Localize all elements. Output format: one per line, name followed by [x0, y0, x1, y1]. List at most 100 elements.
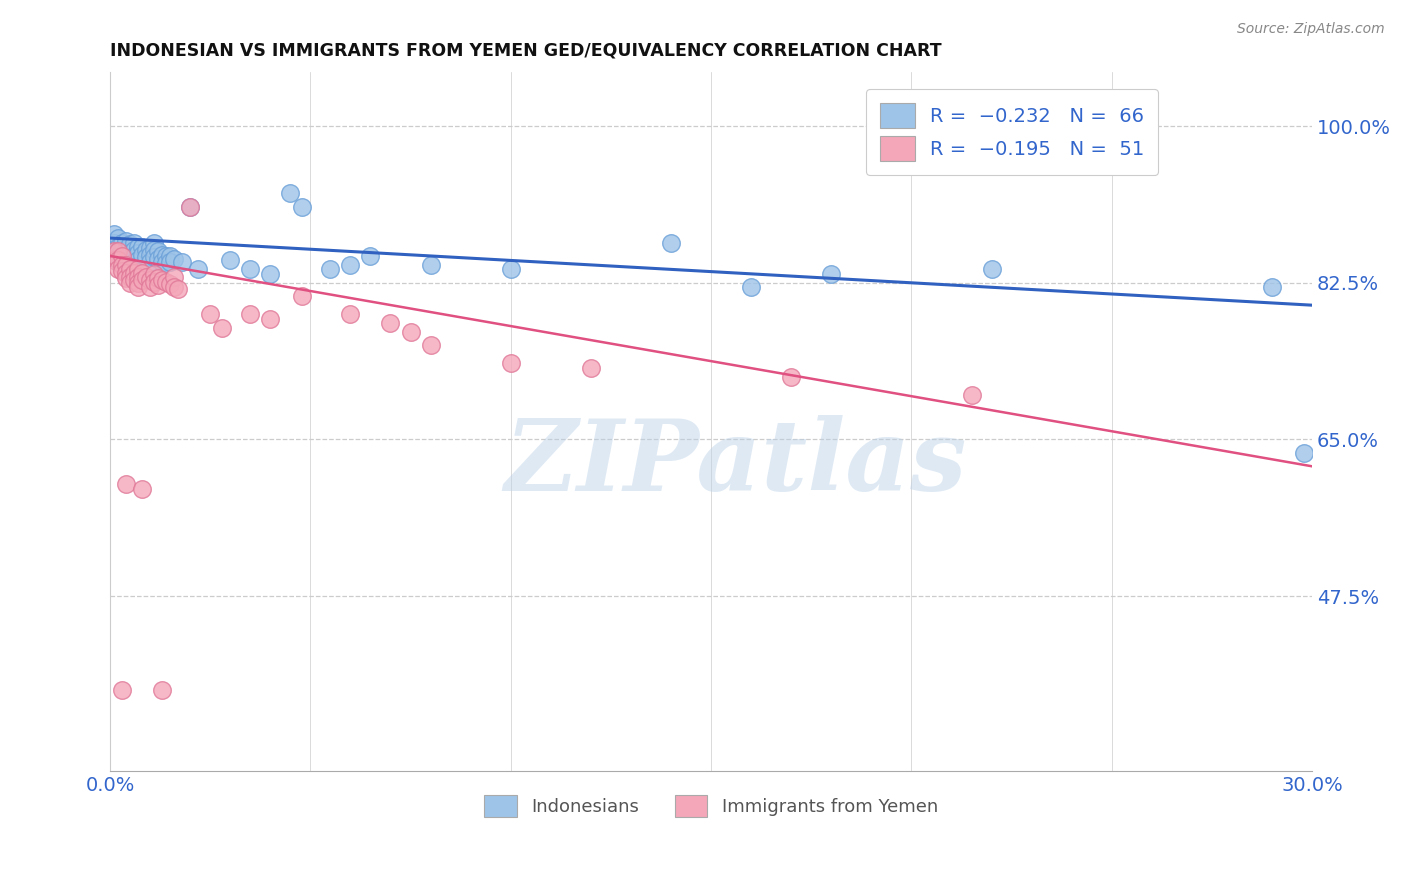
- Point: [1294, 446, 1316, 460]
- Point: [139, 273, 162, 287]
- Point: [107, 249, 129, 263]
- Point: [111, 249, 134, 263]
- Point: [419, 338, 441, 352]
- Point: [150, 683, 173, 698]
- Point: [499, 262, 522, 277]
- Point: [960, 387, 983, 401]
- Point: [118, 276, 141, 290]
- Point: [135, 243, 157, 257]
- Point: [118, 237, 141, 252]
- Point: [115, 271, 138, 285]
- Point: [319, 262, 342, 277]
- Point: [239, 307, 262, 321]
- Point: [579, 360, 602, 375]
- Point: [219, 253, 242, 268]
- Point: [380, 316, 402, 330]
- Point: [111, 264, 134, 278]
- Point: [103, 235, 125, 250]
- Point: [127, 253, 149, 268]
- Point: [291, 289, 314, 303]
- Point: [143, 267, 166, 281]
- Point: [143, 235, 166, 250]
- Point: [103, 227, 125, 241]
- Point: [419, 258, 441, 272]
- Point: [118, 246, 141, 260]
- Point: [155, 275, 177, 289]
- Point: [127, 269, 149, 284]
- Point: [198, 307, 221, 321]
- Point: [122, 249, 145, 263]
- Point: [659, 235, 682, 250]
- Point: [163, 269, 186, 284]
- Point: [499, 356, 522, 370]
- Point: [115, 249, 138, 263]
- Point: [135, 250, 157, 264]
- Point: [115, 234, 138, 248]
- Point: [339, 258, 361, 272]
- Point: [399, 325, 422, 339]
- Point: [127, 262, 149, 277]
- Point: [143, 243, 166, 257]
- Point: [118, 257, 141, 271]
- Point: [135, 269, 157, 284]
- Point: [127, 246, 149, 260]
- Point: [155, 249, 177, 263]
- Point: [163, 252, 186, 266]
- Point: [103, 244, 125, 259]
- Text: Source: ZipAtlas.com: Source: ZipAtlas.com: [1237, 22, 1385, 37]
- Point: [146, 278, 169, 293]
- Point: [159, 249, 181, 263]
- Point: [150, 248, 173, 262]
- Point: [118, 262, 141, 277]
- Point: [115, 243, 138, 257]
- Point: [278, 186, 301, 201]
- Point: [820, 267, 842, 281]
- Point: [115, 255, 138, 269]
- Point: [122, 243, 145, 257]
- Point: [259, 311, 281, 326]
- Point: [150, 273, 173, 287]
- Point: [111, 248, 134, 262]
- Point: [103, 253, 125, 268]
- Point: [115, 258, 138, 272]
- Point: [239, 262, 262, 277]
- Point: [122, 255, 145, 269]
- Point: [111, 683, 134, 698]
- Point: [111, 235, 134, 250]
- Point: [107, 262, 129, 277]
- Point: [155, 256, 177, 270]
- Point: [107, 244, 129, 259]
- Point: [187, 262, 209, 277]
- Point: [291, 200, 314, 214]
- Point: [131, 240, 153, 254]
- Point: [131, 273, 153, 287]
- Point: [259, 267, 281, 281]
- Point: [131, 266, 153, 280]
- Point: [107, 253, 129, 268]
- Point: [118, 269, 141, 284]
- Point: [111, 243, 134, 257]
- Point: [115, 266, 138, 280]
- Point: [780, 369, 803, 384]
- Point: [740, 280, 762, 294]
- Legend: Indonesians, Immigrants from Yemen: Indonesians, Immigrants from Yemen: [477, 788, 945, 824]
- Point: [111, 258, 134, 272]
- Point: [127, 280, 149, 294]
- Point: [1261, 280, 1284, 294]
- Point: [143, 250, 166, 264]
- Point: [146, 252, 169, 266]
- Point: [107, 255, 129, 269]
- Point: [107, 244, 129, 259]
- Point: [146, 271, 169, 285]
- Point: [167, 282, 190, 296]
- Point: [115, 477, 138, 491]
- Point: [118, 252, 141, 266]
- Point: [103, 244, 125, 259]
- Point: [150, 255, 173, 269]
- Point: [127, 259, 149, 273]
- Point: [122, 235, 145, 250]
- Point: [127, 240, 149, 254]
- Point: [139, 248, 162, 262]
- Text: INDONESIAN VS IMMIGRANTS FROM YEMEN GED/EQUIVALENCY CORRELATION CHART: INDONESIAN VS IMMIGRANTS FROM YEMEN GED/…: [110, 42, 942, 60]
- Point: [139, 241, 162, 255]
